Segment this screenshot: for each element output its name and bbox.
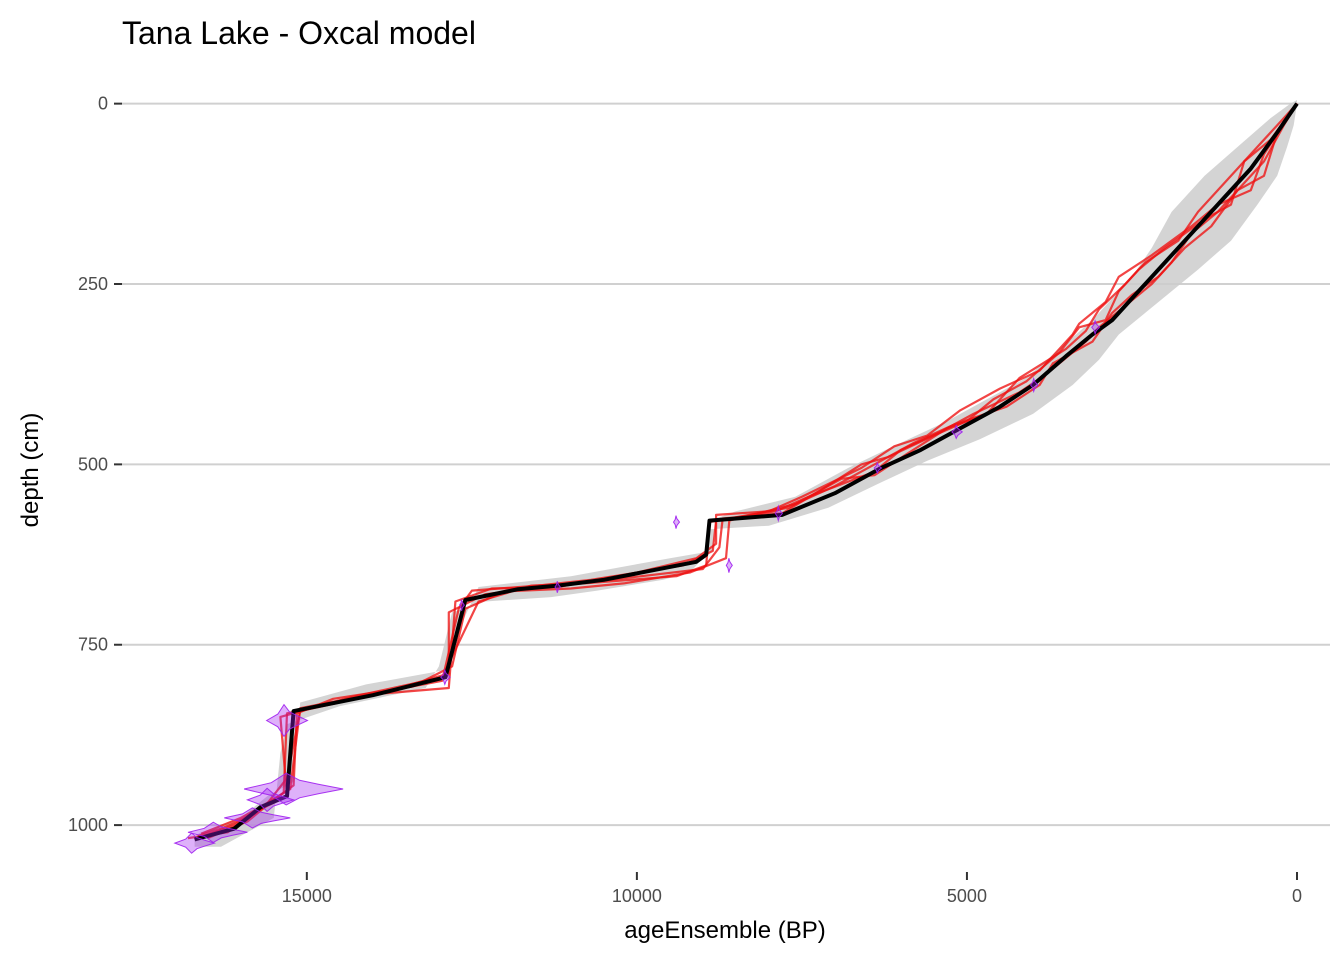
date-distribution-1 bbox=[1091, 319, 1101, 336]
date-distribution-8 bbox=[554, 581, 561, 593]
ensemble-line-5 bbox=[200, 102, 1298, 835]
date-distribution-12 bbox=[243, 772, 344, 806]
date-distribution-5 bbox=[774, 504, 784, 523]
median-line-group bbox=[194, 102, 1299, 842]
median-line bbox=[194, 102, 1299, 842]
date-distribution-3 bbox=[951, 424, 964, 440]
date-distribution-2 bbox=[1029, 376, 1039, 394]
date-distribution-6 bbox=[672, 515, 681, 529]
date-distribution-9 bbox=[459, 599, 465, 611]
date-distribution-16 bbox=[173, 832, 217, 854]
axes: 0 250 500 750 1000 15000 10000 5000 0 bbox=[68, 94, 1302, 906]
x-axis-title: ageEnsemble (BP) bbox=[624, 917, 825, 944]
x-tick-label: 15000 bbox=[282, 886, 332, 906]
y-tick-label: 1000 bbox=[68, 815, 108, 835]
x-tick-label: 0 bbox=[1292, 886, 1302, 906]
x-tick-label: 5000 bbox=[947, 886, 987, 906]
ensemble-line-1 bbox=[194, 103, 1298, 841]
ensemble-line-3 bbox=[207, 102, 1298, 840]
y-tick-label: 0 bbox=[98, 94, 108, 114]
uncertainty-band bbox=[194, 100, 1298, 847]
y-tick-label: 750 bbox=[78, 635, 108, 655]
uncertainty-band-area bbox=[194, 100, 1298, 847]
date-distribution-13 bbox=[245, 787, 296, 813]
ensemble-lines bbox=[187, 102, 1298, 841]
y-tick-label: 500 bbox=[78, 454, 108, 474]
date-distribution-7 bbox=[725, 558, 733, 573]
date-distribution-4 bbox=[873, 461, 883, 475]
date-distribution-15 bbox=[187, 821, 248, 843]
date-distribution-14 bbox=[224, 807, 291, 829]
chart-title: Tana Lake - Oxcal model bbox=[122, 15, 476, 51]
x-tick-label: 10000 bbox=[612, 886, 662, 906]
y-tick-label: 250 bbox=[78, 274, 108, 294]
ensemble-line-2 bbox=[197, 102, 1298, 837]
y-axis-title: depth (cm) bbox=[17, 413, 44, 528]
date-distributions bbox=[173, 319, 1101, 854]
date-distribution-10 bbox=[440, 668, 451, 686]
ensemble-line-4 bbox=[187, 102, 1298, 840]
date-distribution-11 bbox=[265, 703, 309, 738]
